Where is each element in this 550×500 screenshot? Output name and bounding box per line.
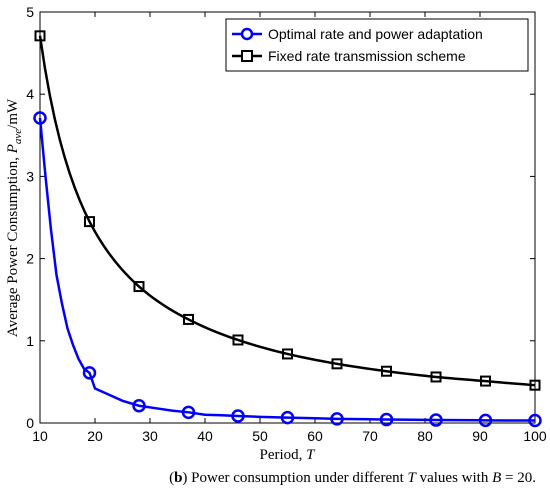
y-tick-label: 2 [26,251,34,267]
legend: Optimal rate and power adaptation Fixed … [225,18,529,72]
x-tick-label: 80 [417,428,433,444]
data-point-circle [132,398,146,413]
figure-caption: (b) Power consumption under different T … [169,470,536,486]
data-point-square [34,30,46,42]
caption-text-2: values with [415,470,493,486]
y-tick-label: 1 [26,333,34,349]
legend-marker-fixed [241,50,253,62]
series-lines [38,35,536,422]
caption-label: b [174,470,183,486]
data-point-circle [429,413,443,427]
data-point-circle [379,412,394,427]
x-tick-label: 100 [523,428,547,444]
series-line-0 [38,117,536,422]
series-line-1 [38,35,536,387]
data-point-circle [231,409,245,423]
data-point-square [282,348,293,360]
plot-area [39,11,536,424]
data-point-circle [280,410,295,425]
data-point-square [84,216,95,228]
caption-text-3: = 20. [501,470,536,486]
legend-label-optimal: Optimal rate and power adaptation [268,26,483,42]
data-point-square [183,313,194,325]
legend-label-fixed: Fixed rate transmission scheme [268,48,466,64]
x-tick-label: 90 [472,428,488,444]
y-axis-label: Average Power Consumption, Pave/mW [5,98,24,337]
data-point-circle [82,366,97,380]
data-point-circle [478,413,493,428]
x-axis-label: Period, T [259,447,316,463]
x-tick-label: 10 [32,428,48,444]
legend-box [225,18,529,72]
data-point-square [430,371,442,383]
x-tick-label: 70 [362,428,378,444]
y-tick-label: 0 [26,415,34,431]
series-markers [33,30,542,428]
data-point-square [133,281,145,293]
data-point-circle [528,413,542,428]
x-tick-label: 40 [197,428,213,444]
data-point-square [480,375,491,387]
y-tick-label: 5 [26,4,34,20]
data-point-circle [181,405,196,420]
x-tick-label: 50 [252,428,268,444]
data-point-square [529,379,541,391]
data-point-circle [330,412,344,426]
x-tick-label: 30 [142,428,158,444]
y-tick-label: 3 [26,168,34,184]
data-point-square [331,358,343,370]
x-tick-label: 20 [87,428,103,444]
caption-var-t: T [407,470,416,486]
data-point-square [381,365,392,377]
y-tick-label: 4 [26,86,34,102]
data-point-square [232,334,244,346]
chart: 10 20 30 40 50 60 70 80 90 100 0 1 2 3 4 5 Period, T Av… [5,4,547,463]
caption-text-1: Power consumption under different [187,470,408,486]
caption-var-b: B [492,470,502,486]
legend-marker-optimal [240,27,254,41]
data-point-circle [33,111,47,125]
x-tick-label: 60 [307,428,323,444]
